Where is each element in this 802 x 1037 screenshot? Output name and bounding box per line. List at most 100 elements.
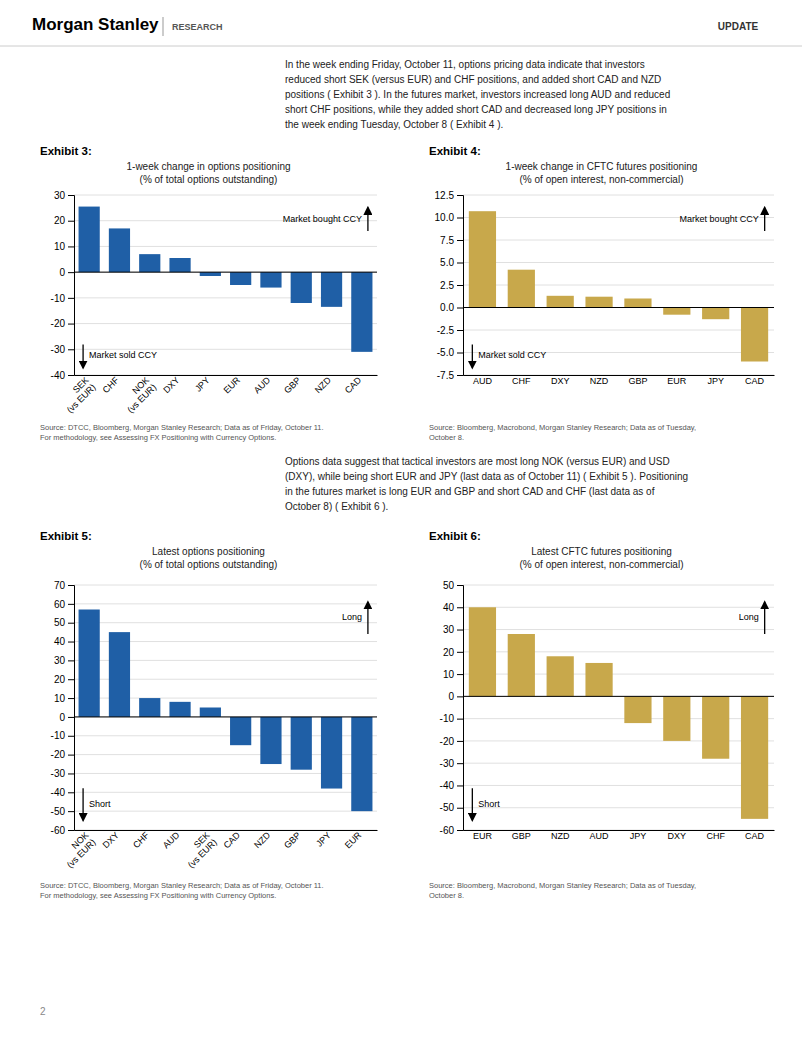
y-tick-mark: [457, 375, 463, 376]
x-tick-label: NZD: [590, 376, 609, 386]
x-tick: DXY: [668, 831, 687, 841]
y-tick-mark: [457, 607, 463, 608]
y-tick-mark: [68, 792, 74, 793]
y-tick-label: 10.0: [435, 212, 455, 223]
x-tick: CHF: [706, 831, 725, 841]
bars: [79, 207, 373, 352]
annotations: Market bought CCYMarket sold CCY: [83, 208, 368, 368]
bar: [624, 299, 651, 308]
y-axis-line: [457, 586, 464, 831]
y-tick-mark: [68, 698, 74, 699]
x-tick-label: CHF: [512, 376, 531, 386]
annotation: Short: [89, 799, 111, 809]
y-tick: -20: [51, 318, 74, 329]
bars: [469, 607, 768, 819]
y-tick-label: -10: [440, 713, 455, 724]
annotation-arrow: [472, 788, 473, 820]
y-axis-line: [457, 196, 464, 376]
annotation-arrow: [82, 344, 83, 367]
zero-line: [463, 696, 774, 697]
y-axis: -40-30-20-100102030: [51, 190, 75, 381]
text-line: (% of open interest, non-commercial): [520, 174, 684, 185]
y-tick-mark: [457, 330, 463, 331]
y-tick-label: 12.5: [435, 190, 455, 201]
x-tick: EUR: [667, 376, 687, 386]
text-line: NZD: [252, 830, 273, 851]
page: Morgan StanleyRESEARCHUPDATEIn the week …: [0, 0, 802, 1037]
grid-line: [74, 622, 377, 623]
y-tick: 20: [443, 647, 463, 658]
y-tick: -40: [51, 370, 74, 381]
y-tick-mark: [68, 272, 74, 273]
text-line: CHF: [131, 830, 152, 851]
text-line: Source: DTCC, Bloomberg, Morgan Stanley …: [40, 881, 324, 890]
grid-line: [74, 716, 377, 717]
text-line: (vs EUR): [65, 837, 98, 870]
y-tick: -10: [51, 293, 74, 304]
bar: [79, 610, 100, 717]
page-number: 2: [40, 1006, 46, 1017]
grid: [74, 195, 377, 375]
y-tick: -30: [51, 344, 74, 355]
grid-line: [463, 240, 774, 241]
grid-line: [463, 195, 774, 196]
text-line: Source: Bloomberg, Macrobond, Morgan Sta…: [429, 881, 696, 890]
x-tick: AUD: [473, 376, 493, 386]
annotation: Market bought CCY: [680, 214, 759, 224]
x-tick-label: JPY: [630, 831, 647, 841]
y-tick: -20: [440, 736, 463, 747]
bar: [469, 607, 496, 696]
y-tick-mark: [68, 246, 74, 247]
y-tick-label: -10: [51, 730, 66, 741]
x-tick: DXY: [161, 375, 181, 395]
y-tick-mark: [457, 763, 463, 764]
y-tick-label: 30: [54, 190, 66, 201]
y-tick: 30: [54, 655, 74, 666]
y-tick-mark: [457, 719, 463, 720]
bar: [169, 702, 190, 717]
annotation: Short: [478, 799, 500, 809]
x-tick-label: EUR: [667, 376, 687, 386]
x-tick-label: EUR: [473, 831, 493, 841]
text-line: (vs EUR): [186, 837, 219, 870]
x-axis: EURGBPNZDAUDJPYDXYCHFCAD: [464, 831, 775, 842]
y-tick-label: 50: [443, 580, 455, 591]
x-tick-label: NOK(vs EUR): [118, 375, 158, 415]
y-tick-label: -5.0: [437, 347, 455, 358]
zero-line: [463, 307, 774, 308]
x-tick-label: AUD: [590, 831, 610, 841]
y-tick-mark: [457, 630, 463, 631]
bar: [139, 698, 160, 717]
x-tick: EUR: [473, 831, 493, 841]
y-tick-label: -20: [51, 749, 66, 760]
y-axis-line: [68, 586, 75, 831]
y-tick: -30: [440, 758, 463, 769]
text-line: JPY: [314, 830, 333, 849]
y-tick-mark: [457, 263, 463, 264]
bar: [291, 272, 312, 303]
bar: [139, 254, 160, 272]
x-tick-label: GBP: [628, 376, 647, 386]
x-tick-label: NZD: [313, 375, 334, 396]
y-tick: -50: [440, 802, 463, 813]
y-tick-label: 40: [54, 636, 66, 647]
text-line: CAD: [343, 375, 364, 396]
y-tick-label: -60: [440, 825, 455, 836]
text-line: AUD: [252, 375, 273, 396]
y-tick-label: 20: [443, 647, 455, 658]
y-tick: 10: [54, 241, 74, 252]
bar: [291, 717, 312, 770]
x-tick-label: GBP: [282, 375, 303, 396]
bar: [321, 272, 342, 307]
x-tick-label: AUD: [473, 376, 493, 386]
zero-line: [74, 272, 377, 273]
annotation: Market sold CCY: [478, 350, 546, 360]
bars: [469, 211, 768, 361]
text-line: GBP: [512, 831, 531, 841]
y-tick-label: 10: [54, 693, 66, 704]
x-tick: NOK(vs EUR): [118, 375, 158, 415]
y-tick-label: -20: [51, 318, 66, 329]
x-tick: JPY: [193, 375, 212, 394]
x-tick: CAD: [343, 375, 364, 396]
chart-source: Source: Bloomberg, Macrobond, Morgan Sta…: [429, 423, 696, 442]
